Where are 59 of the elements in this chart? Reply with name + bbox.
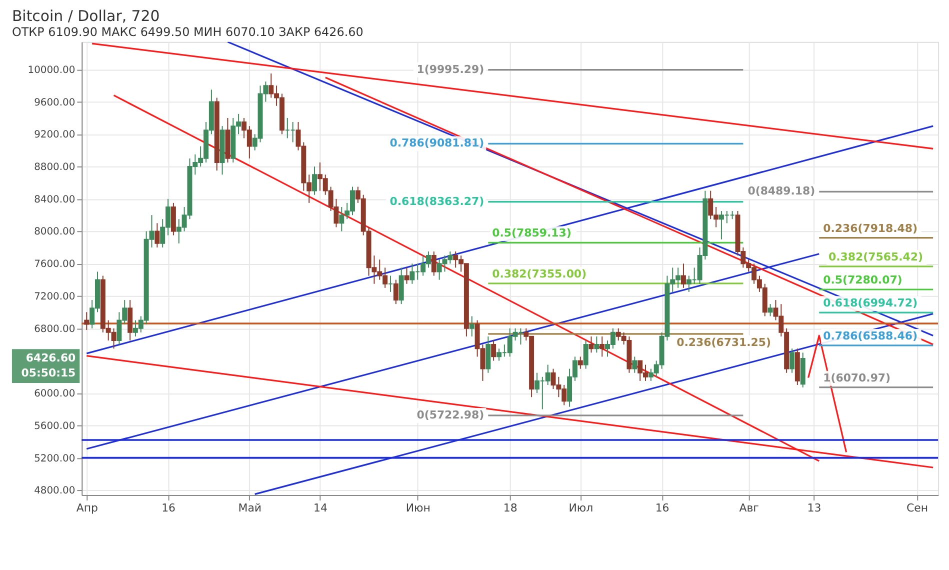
candlestick xyxy=(404,267,410,284)
candlestick xyxy=(469,316,474,337)
candlestick xyxy=(594,336,600,354)
series-label: 0.382(7565.42) xyxy=(828,250,923,264)
x-tick-label: 14 xyxy=(313,501,328,514)
x-tick-label: 18 xyxy=(503,501,518,514)
series-label: 1(9995.29) xyxy=(416,62,484,76)
x-tick-label: Июн xyxy=(406,501,430,514)
candlestick xyxy=(600,336,605,358)
series-label: 1(6070.97) xyxy=(823,371,891,384)
y-tick-label: 5200.00 xyxy=(34,453,76,464)
series-label: 0.786(6588.46) xyxy=(823,329,918,342)
candlestick xyxy=(491,340,496,362)
x-tick-label: 16 xyxy=(655,501,670,514)
x-tick-label: Сен xyxy=(906,501,928,514)
x-tick-label: Авг xyxy=(739,501,760,514)
series-label: 0(8489.18) xyxy=(748,184,816,198)
candlestick xyxy=(680,263,686,288)
y-tick-label: 9600.00 xyxy=(34,97,76,108)
series-label: 0.382(7355.00) xyxy=(492,267,587,280)
series-label: 0.618(6994.72) xyxy=(823,296,918,310)
series-label: 0.618(8363.27) xyxy=(390,194,484,208)
x-tick-label: Май xyxy=(238,501,262,514)
y-tick-label: 4800.00 xyxy=(34,486,76,497)
text: 6426.60 xyxy=(26,352,76,365)
series-label: 0.236(7918.48) xyxy=(823,222,918,235)
x-tick-label: 13 xyxy=(807,501,822,514)
y-tick-label: 10000.00 xyxy=(28,64,76,76)
text: 05:50:15 xyxy=(21,366,76,380)
chart-title: Bitcoin / Dollar, 720 xyxy=(12,7,160,26)
series-label: 0.5(7280.07) xyxy=(823,274,902,287)
candlestick xyxy=(154,222,160,248)
series-label: 0(5722.98) xyxy=(416,408,484,422)
candlestick xyxy=(393,279,398,305)
candlestick xyxy=(431,250,436,276)
y-tick-label: 8800.00 xyxy=(34,162,76,174)
y-tick-label: 7600.00 xyxy=(34,259,76,270)
candlestick xyxy=(632,356,638,374)
candlestick xyxy=(588,336,594,354)
y-tick-label: 6800.00 xyxy=(34,324,76,335)
y-tick-label: 7200.00 xyxy=(34,291,76,302)
series-label: 0.236(6731.25) xyxy=(676,336,772,349)
candlestick xyxy=(312,166,318,196)
candlestick xyxy=(768,304,773,317)
y-tick-label: 8400.00 xyxy=(34,194,76,206)
candlestick xyxy=(790,348,794,374)
candlestick xyxy=(84,312,90,330)
x-tick-label: Апр xyxy=(76,501,98,514)
y-tick-label: 9200.00 xyxy=(34,130,76,141)
x-tick-label: Июл xyxy=(568,501,594,514)
chart-subtitle: ОТКР 6109.90 МАКС 6499.50 МИН 6070.10 ЗАКР 6426.60 xyxy=(12,24,364,39)
candlestick xyxy=(583,340,588,370)
y-tick-label: 8000.00 xyxy=(34,226,76,238)
candlestick xyxy=(578,356,583,370)
series-label: 0.5(7859.13) xyxy=(492,226,572,240)
x-tick-label: 16 xyxy=(162,501,176,514)
y-tick-label: 5600.00 xyxy=(34,420,76,432)
y-tick-label: 6000.00 xyxy=(34,388,76,400)
series-label: 0.786(9081.81) xyxy=(390,136,484,150)
